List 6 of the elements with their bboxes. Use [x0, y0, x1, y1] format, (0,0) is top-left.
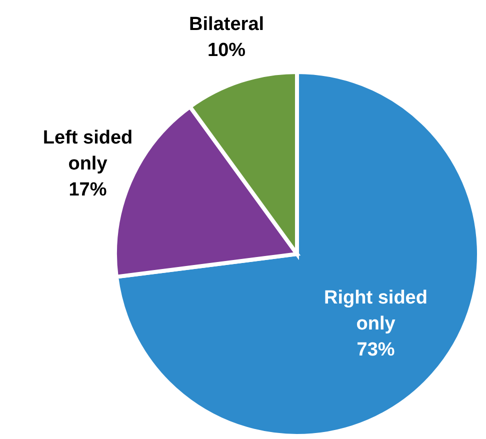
- slice-label: Left sided only: [42, 127, 133, 174]
- data-label: 10%: [208, 40, 246, 62]
- data-label: 17%: [68, 179, 107, 200]
- slice-label: Right sided only: [324, 287, 428, 334]
- data-label: 73%: [356, 339, 395, 360]
- slice-label: Bilateral: [189, 14, 264, 36]
